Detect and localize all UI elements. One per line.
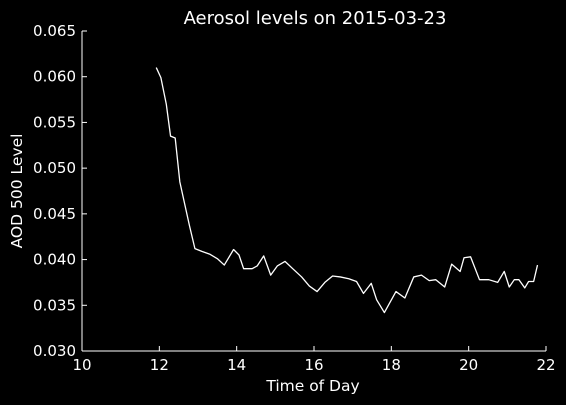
x-tick-label: 16 (304, 356, 323, 374)
x-axis-ticks: 10 12 14 16 18 20 22 (72, 346, 556, 374)
y-tick-label: 0.040 (33, 251, 76, 269)
chart-title: Aerosol levels on 2015-03-23 (184, 8, 447, 29)
x-tick-label: 12 (150, 356, 169, 374)
x-tick-label: 22 (536, 356, 555, 374)
x-tick-label: 14 (227, 356, 246, 374)
y-tick-label: 0.045 (33, 205, 76, 223)
x-axis-label: Time of Day (265, 377, 359, 395)
y-tick-label: 0.055 (33, 113, 76, 131)
series-line (155, 67, 539, 314)
y-tick-label: 0.035 (33, 296, 76, 314)
x-tick-label: 20 (459, 356, 478, 374)
y-tick-label: 0.065 (33, 22, 76, 40)
y-tick-label: 0.060 (33, 68, 76, 86)
y-tick-label: 0.030 (33, 342, 76, 360)
x-tick-label: 10 (72, 356, 91, 374)
plot-area (155, 67, 539, 314)
y-tick-label: 0.050 (33, 159, 76, 177)
y-axis-ticks: 0.030 0.035 0.040 0.045 0.050 0.055 0.060 0.065 (33, 22, 87, 360)
x-tick-label: 18 (382, 356, 401, 374)
y-axis-label: AOD 500 Level (8, 134, 26, 249)
